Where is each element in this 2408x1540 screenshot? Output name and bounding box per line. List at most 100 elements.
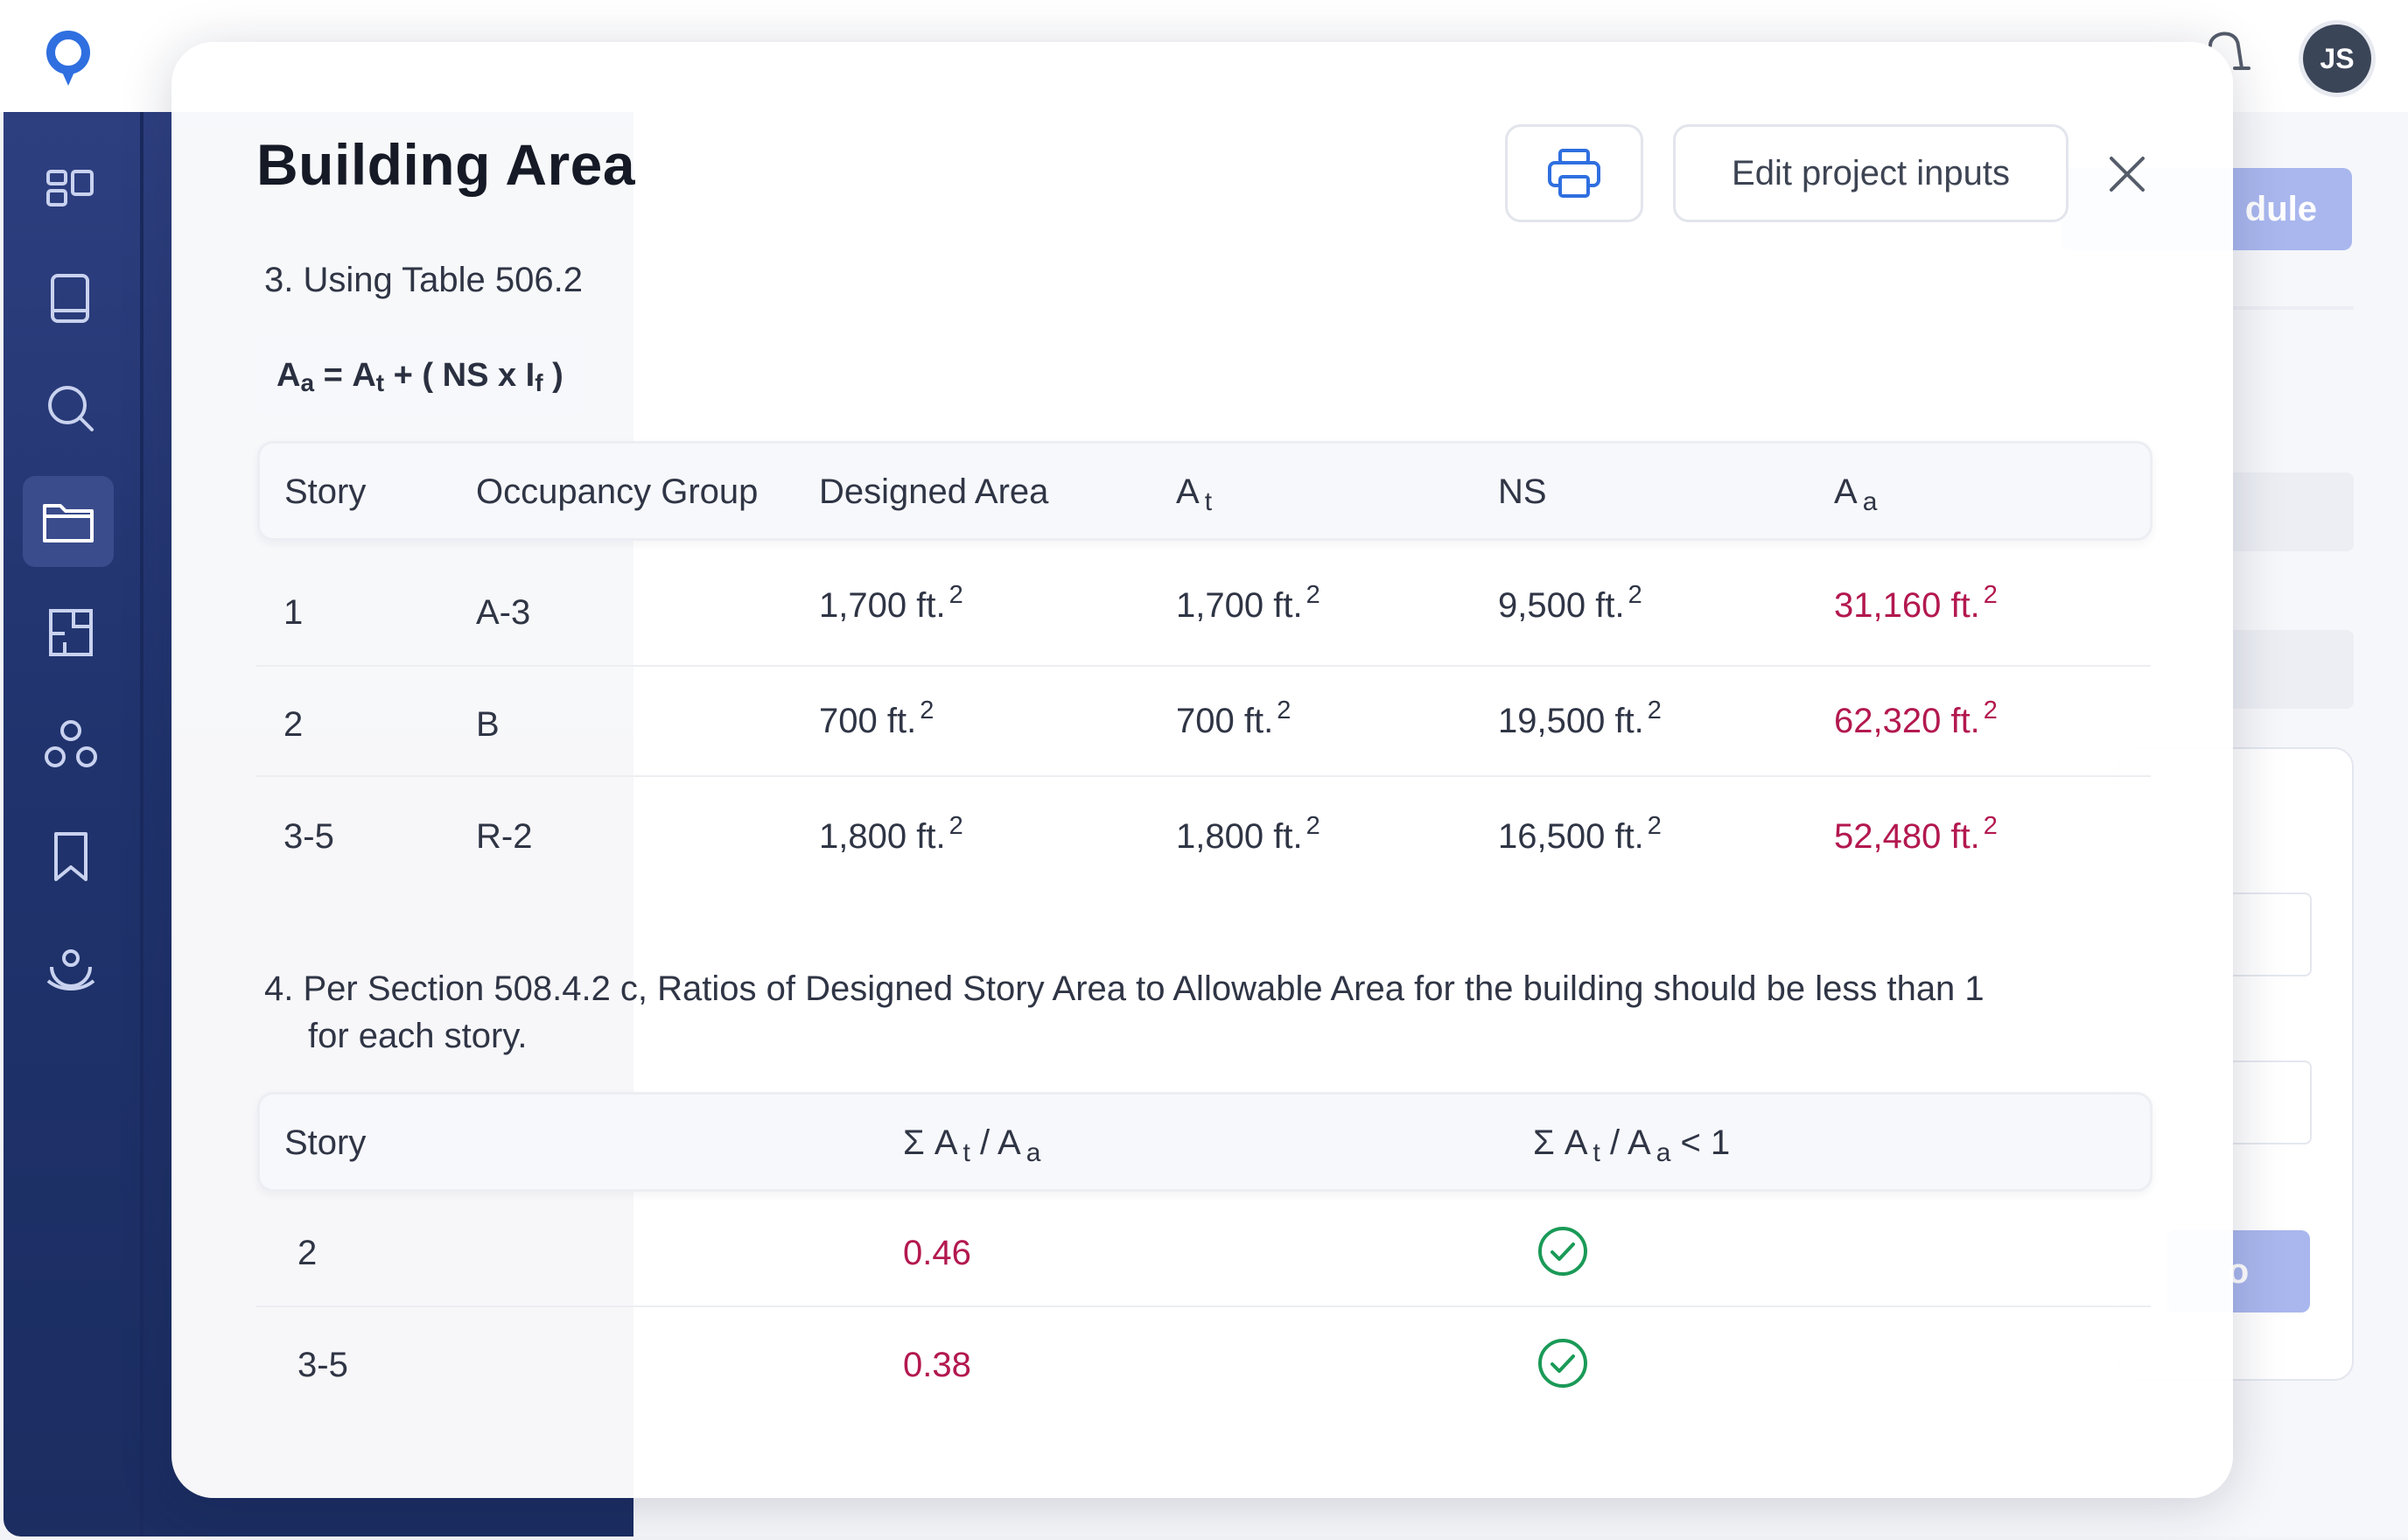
unit-exponent: 2 xyxy=(1983,696,1998,724)
formula-text: = xyxy=(314,356,353,394)
unit-exponent: 2 xyxy=(1983,581,1998,609)
cell-ratio: 0.38 xyxy=(903,1346,971,1384)
cell-at: 1,800 ft. 2 xyxy=(1176,812,1320,857)
column-header-story: Story xyxy=(284,1124,367,1162)
header-subscript: t xyxy=(962,1138,970,1167)
cell-allowable-area: 62,320 ft. 2 xyxy=(1834,696,1998,741)
step-4-heading: 4. Per Section 508.4.2 c, Ratios of Desi… xyxy=(264,970,1984,1008)
value-text: 19,500 ft. xyxy=(1498,702,1644,740)
pass-check-icon xyxy=(1536,1337,1589,1394)
cell-story: 3-5 xyxy=(298,1346,348,1384)
globe-person-icon[interactable] xyxy=(40,938,102,999)
value-text: 16,500 ft. xyxy=(1498,817,1644,856)
background-field xyxy=(2222,630,2354,709)
value-text: 1,700 ft. xyxy=(819,586,946,625)
value-text: 1,700 ft. xyxy=(1176,586,1303,625)
cell-at: 1,700 ft. 2 xyxy=(1176,581,1320,626)
close-button[interactable] xyxy=(2100,147,2154,201)
value-text: 1,800 ft. xyxy=(819,817,946,856)
row-divider xyxy=(256,665,2151,667)
unit-exponent: 2 xyxy=(920,696,934,724)
folder-icon[interactable] xyxy=(23,476,114,567)
unit-exponent: 2 xyxy=(1647,812,1662,840)
cell-occupancy: B xyxy=(476,705,500,744)
header-subscript: t xyxy=(1204,487,1213,516)
close-icon xyxy=(2110,157,2145,192)
row-divider xyxy=(256,1306,2151,1307)
dashboard-icon[interactable] xyxy=(40,158,102,219)
nodes-icon[interactable] xyxy=(40,714,102,775)
floorplan-icon[interactable] xyxy=(40,602,102,663)
building-area-modal xyxy=(172,42,2233,1498)
value-text: 52,480 ft. xyxy=(1834,817,1980,856)
step-4-heading-continued: for each story. xyxy=(308,1017,528,1055)
unit-exponent: 2 xyxy=(1647,696,1662,724)
edit-project-inputs-button[interactable]: Edit project inputs xyxy=(1673,124,2068,222)
unit-exponent: 2 xyxy=(948,812,963,840)
header-text: < 1 xyxy=(1670,1124,1731,1162)
cell-occupancy: R-2 xyxy=(476,817,533,856)
formula-text: ) xyxy=(542,356,564,394)
cell-ns: 19,500 ft. 2 xyxy=(1498,696,1662,741)
column-header-designed-area: Designed Area xyxy=(819,472,1049,511)
pass-check-icon xyxy=(1536,1225,1589,1282)
header-subscript: a xyxy=(1862,487,1878,516)
formula-subscript: t xyxy=(375,369,385,396)
area-table-header xyxy=(257,441,2152,541)
formula-text: A xyxy=(276,356,301,394)
printer-icon xyxy=(1548,149,1600,198)
cell-designed-area: 700 ft. 2 xyxy=(819,696,934,741)
cell-at: 700 ft. 2 xyxy=(1176,696,1291,741)
header-text: / A xyxy=(970,1124,1021,1162)
app-logo-icon[interactable] xyxy=(40,26,100,89)
print-button[interactable] xyxy=(1505,124,1643,222)
header-subscript: a xyxy=(1656,1138,1671,1167)
cell-ns: 9,500 ft. 2 xyxy=(1498,581,1642,626)
formula-subscript: f xyxy=(535,369,543,396)
user-avatar[interactable]: JS xyxy=(2303,24,2371,93)
value-text: 700 ft. xyxy=(819,702,917,740)
cell-allowable-area: 52,480 ft. 2 xyxy=(1834,812,1998,857)
unit-exponent: 2 xyxy=(1306,581,1320,609)
help-icon[interactable] xyxy=(2203,26,2252,80)
cell-ns: 16,500 ft. 2 xyxy=(1498,812,1662,857)
cell-story: 1 xyxy=(284,593,304,632)
cell-designed-area: 1,700 ft. 2 xyxy=(819,581,963,626)
header-subscript: t xyxy=(1592,1138,1600,1167)
book-icon[interactable] xyxy=(40,268,102,329)
value-text: 9,500 ft. xyxy=(1498,586,1625,625)
unit-exponent: 2 xyxy=(1628,581,1642,609)
unit-exponent: 2 xyxy=(948,581,963,609)
formula-text: A xyxy=(352,356,376,394)
cell-story: 2 xyxy=(298,1234,318,1272)
search-icon[interactable] xyxy=(40,378,102,439)
background-field xyxy=(2222,472,2354,551)
value-text: 62,320 ft. xyxy=(1834,702,1980,740)
ratio-table-header xyxy=(257,1092,2152,1192)
unit-exponent: 2 xyxy=(1306,812,1320,840)
header-text: / A xyxy=(1600,1124,1651,1162)
step-3-heading: 3. Using Table 506.2 xyxy=(264,261,583,299)
modal-title: Building Area xyxy=(256,132,636,197)
unit-exponent: 2 xyxy=(1983,812,1998,840)
header-text: A xyxy=(1834,472,1858,511)
bookmark-icon[interactable] xyxy=(40,826,102,887)
value-text: 700 ft. xyxy=(1176,702,1274,740)
row-divider xyxy=(256,775,2151,777)
unit-exponent: 2 xyxy=(1277,696,1292,724)
column-header-occupancy: Occupancy Group xyxy=(476,472,759,511)
value-text: 31,160 ft. xyxy=(1834,586,1980,625)
header-text: A xyxy=(1176,472,1200,511)
column-header-ns: NS xyxy=(1498,472,1547,511)
header-text: Σ A xyxy=(903,1124,958,1162)
header-text: Σ A xyxy=(1533,1124,1588,1162)
cell-story: 3-5 xyxy=(284,817,334,856)
cell-ratio: 0.46 xyxy=(903,1234,971,1272)
value-text: 1,800 ft. xyxy=(1176,817,1303,856)
background-divider xyxy=(2205,306,2354,310)
